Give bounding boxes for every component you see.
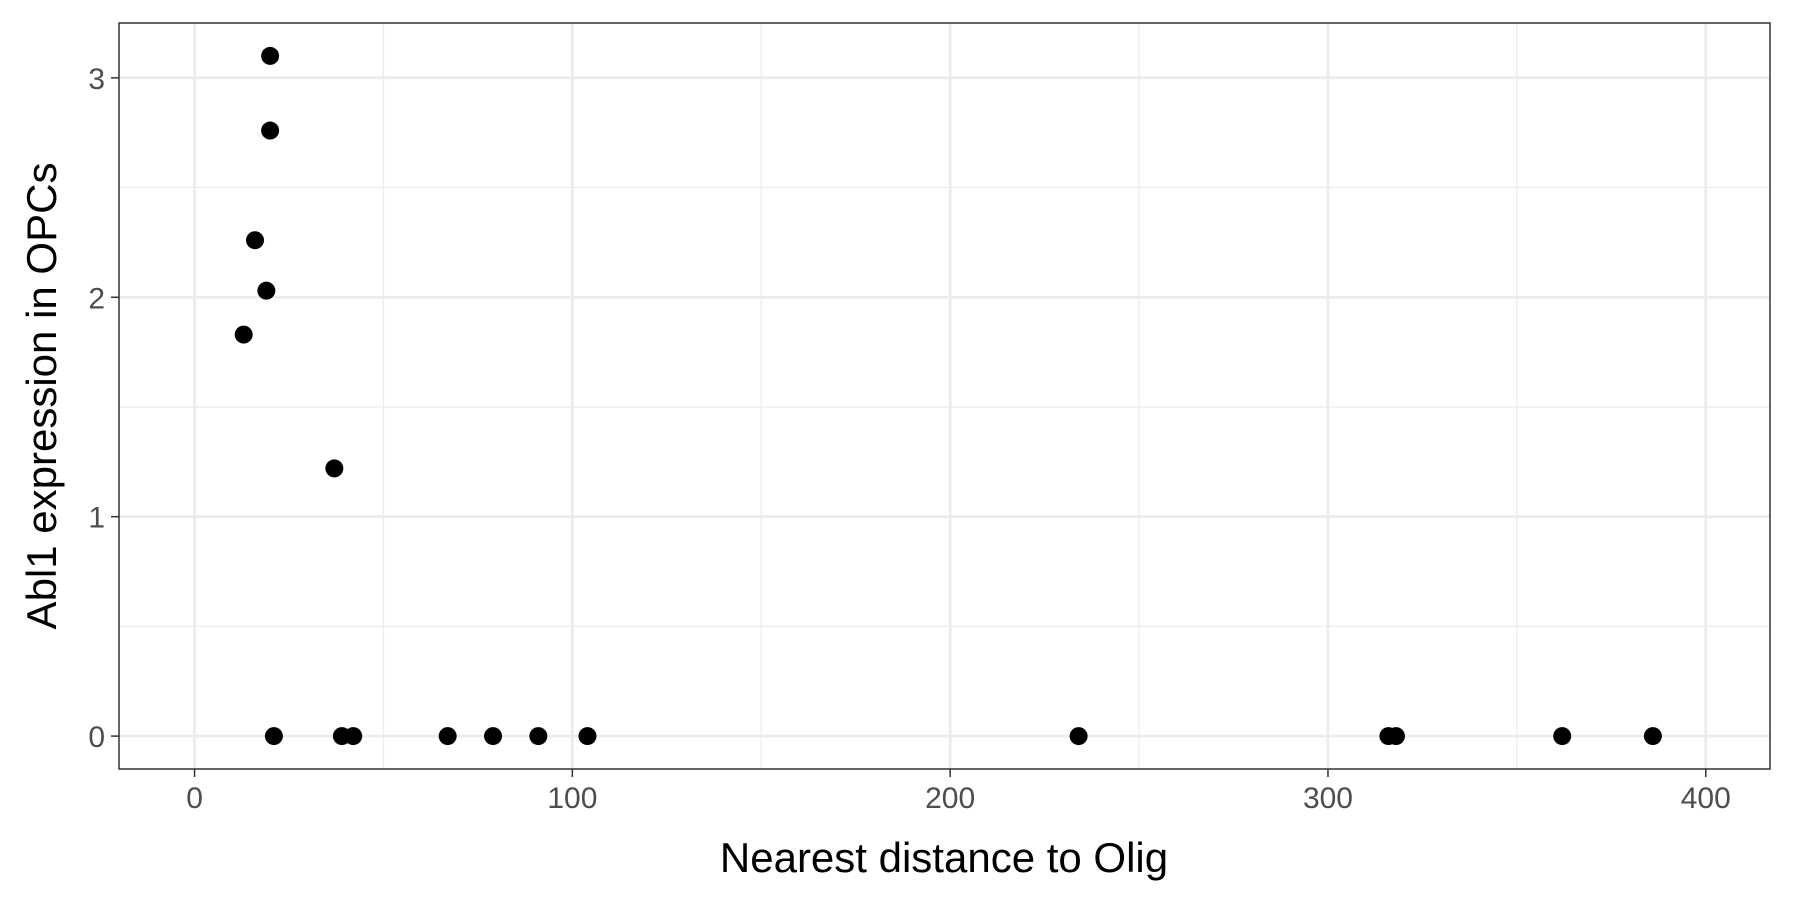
major-gridlines bbox=[119, 23, 1770, 769]
data-point bbox=[1069, 727, 1088, 746]
data-points bbox=[234, 46, 1662, 746]
data-point bbox=[578, 727, 597, 746]
y-tick-label: 1 bbox=[88, 502, 105, 535]
data-point bbox=[1643, 727, 1662, 746]
x-axis-ticks: 0 100 200 300 400 bbox=[186, 769, 1731, 815]
minor-gridlines bbox=[119, 23, 1770, 769]
y-axis-title: Abl1 expression in OPCs bbox=[18, 163, 65, 630]
data-point bbox=[344, 727, 363, 746]
data-point bbox=[438, 727, 457, 746]
data-point bbox=[1553, 727, 1572, 746]
y-tick-label: 0 bbox=[88, 721, 105, 754]
x-tick-label: 400 bbox=[1681, 782, 1731, 815]
data-point bbox=[264, 727, 283, 746]
y-tick-label: 3 bbox=[88, 63, 105, 96]
x-axis-title: Nearest distance to Olig bbox=[720, 834, 1168, 881]
data-point bbox=[529, 727, 548, 746]
data-point bbox=[325, 459, 344, 478]
y-axis-ticks: 0 1 2 3 bbox=[88, 63, 119, 754]
plot-panel-border bbox=[118, 22, 1771, 770]
data-point bbox=[257, 281, 276, 300]
data-point bbox=[1386, 727, 1405, 746]
x-tick-label: 100 bbox=[547, 782, 597, 815]
x-tick-label: 300 bbox=[1303, 782, 1353, 815]
data-point bbox=[234, 325, 253, 344]
data-point bbox=[261, 46, 280, 65]
data-point bbox=[261, 121, 280, 140]
y-tick-label: 2 bbox=[88, 282, 105, 315]
data-point bbox=[484, 727, 503, 746]
data-point bbox=[246, 231, 265, 250]
plot-background bbox=[119, 23, 1770, 769]
x-tick-label: 0 bbox=[186, 782, 203, 815]
x-tick-label: 200 bbox=[925, 782, 975, 815]
